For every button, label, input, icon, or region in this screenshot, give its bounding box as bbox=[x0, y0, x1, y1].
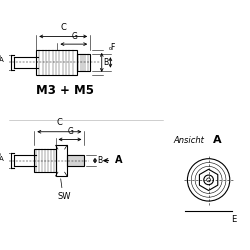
Text: B: B bbox=[104, 58, 109, 67]
Text: F: F bbox=[110, 43, 115, 52]
Text: E: E bbox=[231, 214, 236, 224]
Bar bbox=[67, 155, 84, 166]
Bar bbox=[77, 54, 90, 70]
Text: B: B bbox=[97, 156, 102, 165]
Text: o: o bbox=[0, 54, 1, 59]
Text: o: o bbox=[108, 46, 112, 51]
Text: C: C bbox=[56, 118, 62, 127]
Text: A: A bbox=[0, 58, 4, 64]
Text: C: C bbox=[60, 22, 66, 32]
Text: M3 + M5: M3 + M5 bbox=[36, 84, 94, 97]
Text: A: A bbox=[115, 155, 123, 165]
Text: SW: SW bbox=[58, 192, 71, 202]
Text: A: A bbox=[212, 135, 221, 145]
Text: G: G bbox=[72, 32, 78, 41]
Bar bbox=[36, 50, 77, 75]
Text: G: G bbox=[68, 127, 74, 136]
Text: Ansicht: Ansicht bbox=[173, 136, 207, 145]
Bar bbox=[34, 149, 56, 172]
Text: A: A bbox=[0, 156, 4, 162]
Bar bbox=[56, 145, 67, 176]
Text: o: o bbox=[0, 152, 1, 157]
